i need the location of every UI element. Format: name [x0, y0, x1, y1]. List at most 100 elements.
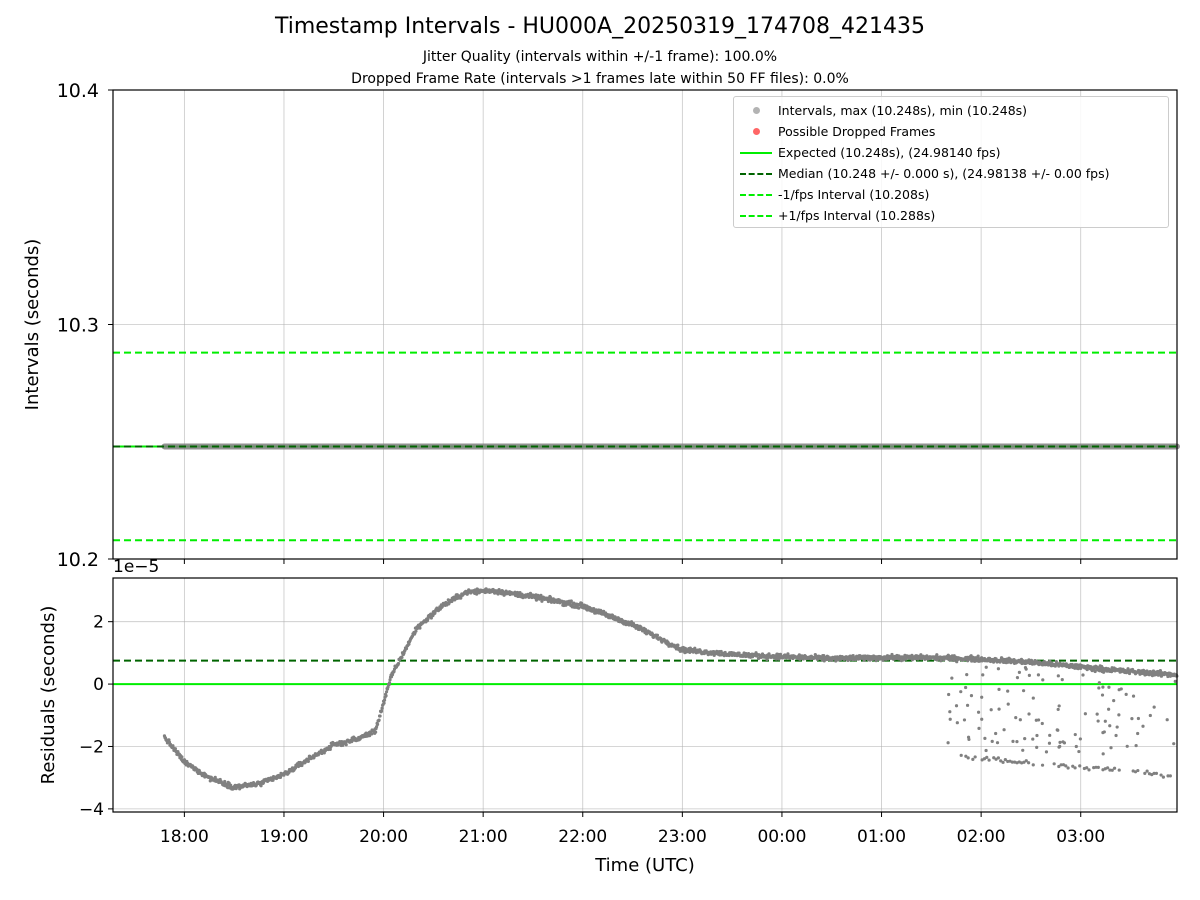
- residual-point: [1101, 685, 1105, 689]
- residual-point: [992, 756, 996, 760]
- residual-point: [989, 708, 993, 712]
- residual-point: [396, 661, 401, 666]
- residual-point: [382, 698, 387, 702]
- legend-entry: Intervals, max (10.248s), min (10.248s): [734, 100, 1168, 121]
- residual-point: [1097, 681, 1101, 685]
- legend-label: -1/fps Interval (10.208s): [778, 187, 930, 202]
- residual-point: [1073, 732, 1077, 737]
- residual-point: [1041, 678, 1045, 682]
- residual-point: [955, 721, 959, 725]
- residual-point: [378, 714, 382, 718]
- legend-symbol: [740, 214, 772, 217]
- residual-point: [384, 694, 388, 698]
- residual-point: [1106, 766, 1110, 770]
- x-tick-label: 22:00: [558, 827, 607, 847]
- residual-point: [1124, 692, 1128, 696]
- residual-point: [1040, 721, 1044, 726]
- residual-point: [418, 626, 422, 630]
- residual-point: [1018, 718, 1022, 722]
- x-axis-label: Time (UTC): [594, 855, 695, 876]
- residual-point: [964, 685, 968, 690]
- legend-marker: [734, 107, 778, 114]
- residual-point: [1021, 689, 1026, 693]
- legend-symbol: [752, 107, 760, 114]
- residual-point: [997, 707, 1001, 711]
- residual-point: [380, 706, 384, 710]
- residual-point: [1141, 724, 1145, 728]
- residual-point: [1006, 702, 1010, 706]
- residuals-panel: −4 −2 0 2 18:00 19:00 20:00 21:00 22:00 23:00 00:0…: [38, 557, 1179, 876]
- x-tick-label: 01:00: [857, 827, 906, 847]
- residual-point: [999, 759, 1003, 763]
- residual-point: [577, 606, 581, 610]
- residual-point: [1078, 764, 1082, 768]
- residual-point: [971, 757, 975, 761]
- residual-point: [1145, 769, 1149, 773]
- residual-point: [1152, 705, 1156, 709]
- residual-point: [569, 599, 573, 603]
- residual-point: [946, 741, 950, 745]
- residual-point: [719, 649, 723, 654]
- residual-point: [1048, 659, 1052, 663]
- chart-legend: Intervals, max (10.248s), min (10.248s) P…: [733, 96, 1169, 228]
- residual-point: [964, 754, 968, 758]
- residual-point: [390, 673, 395, 677]
- residual-point: [1159, 773, 1163, 777]
- residual-point: [676, 643, 680, 647]
- residual-point: [1080, 664, 1085, 668]
- residual-point: [1143, 771, 1147, 775]
- residual-point: [1058, 744, 1062, 748]
- residual-point: [774, 657, 779, 661]
- residual-point: [994, 757, 998, 761]
- legend-marker: [734, 193, 778, 196]
- residual-point: [306, 759, 310, 764]
- residual-point: [278, 775, 283, 779]
- residual-point: [1073, 766, 1077, 770]
- residual-point: [388, 678, 392, 682]
- residual-point: [1048, 733, 1052, 737]
- dropped-frame-subtitle: Dropped Frame Rate (intervals >1 frames …: [351, 71, 849, 87]
- residual-point: [980, 695, 984, 699]
- residual-point: [655, 633, 660, 637]
- x-tick-label: 00:00: [757, 827, 806, 847]
- residual-point: [1114, 733, 1118, 738]
- residual-point: [1014, 716, 1018, 720]
- residual-point: [954, 704, 959, 708]
- legend-symbol: [752, 128, 760, 135]
- residual-point: [962, 718, 967, 722]
- residual-point: [995, 741, 1000, 745]
- residual-point: [1081, 673, 1085, 677]
- residual-point: [969, 694, 974, 698]
- residual-point: [1031, 696, 1035, 700]
- residual-point: [429, 616, 433, 620]
- residual-point: [1062, 741, 1067, 745]
- legend-symbol: [740, 193, 772, 196]
- residual-point: [1078, 737, 1082, 741]
- residual-point: [997, 687, 1001, 692]
- residual-point: [1057, 704, 1061, 708]
- residual-point: [950, 676, 954, 680]
- legend-entry: Possible Dropped Frames: [734, 121, 1168, 142]
- residual-point: [167, 738, 171, 742]
- x-tick-label: 19:00: [259, 827, 308, 847]
- residual-point: [1006, 689, 1010, 693]
- residual-point: [973, 755, 977, 759]
- residual-point: [1002, 728, 1006, 732]
- y-tick-label: 2: [93, 613, 104, 633]
- residual-point: [996, 667, 1001, 671]
- residual-point: [1103, 719, 1107, 723]
- legend-label: Expected (10.248s), (24.98140 fps): [778, 145, 1001, 160]
- y-tick-label: 10.4: [57, 80, 99, 102]
- residual-point: [1117, 713, 1121, 717]
- residual-point: [996, 756, 1000, 760]
- residual-point: [1056, 674, 1060, 678]
- legend-marker: [734, 151, 778, 154]
- residual-point: [1093, 669, 1097, 674]
- residual-point: [1056, 707, 1060, 712]
- residual-point: [1125, 744, 1129, 748]
- residual-point: [1152, 771, 1156, 775]
- residual-point: [1097, 686, 1101, 690]
- residual-point: [984, 665, 988, 669]
- x-tick-label: 23:00: [658, 827, 707, 847]
- residual-point: [1035, 745, 1039, 749]
